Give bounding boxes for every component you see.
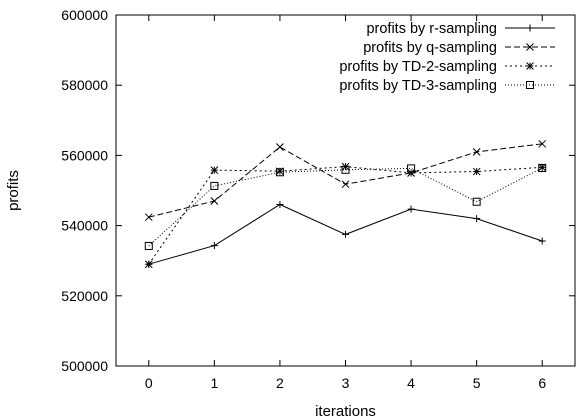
y-tick-label: 580000 — [61, 77, 108, 93]
data-point-cross — [210, 197, 219, 205]
legend-item: profits by r-sampling — [366, 21, 555, 37]
data-point-cross — [276, 143, 284, 151]
data-point-plus — [538, 237, 546, 245]
data-point-square — [407, 164, 416, 173]
y-tick-label: 600000 — [61, 7, 108, 23]
data-point-plus — [210, 242, 218, 250]
data-point-square — [341, 165, 350, 174]
series-line — [148, 143, 543, 218]
series-3 — [144, 162, 547, 269]
data-point-cross — [538, 139, 547, 148]
data-point-square — [144, 241, 153, 250]
legend-item: profits by TD-2-sampling — [339, 59, 555, 75]
data-point-plus — [407, 205, 415, 213]
series-line — [148, 167, 543, 247]
legend-item: profits by TD-3-sampling — [339, 78, 555, 94]
y-tick-label: 500000 — [61, 358, 108, 374]
x-axis-title: iterations — [315, 403, 376, 420]
ticks: 500000 520000 540000 560000 580000 600000 0 1 2 3… — [61, 7, 575, 391]
legend-label: profits by r-sampling — [366, 21, 497, 37]
data-point-square — [472, 197, 481, 206]
data-point-plus — [526, 24, 534, 32]
series-line — [148, 166, 543, 265]
y-tick-label: 540000 — [61, 218, 108, 234]
data-point-plus — [276, 201, 284, 209]
x-tick-label: 4 — [407, 375, 415, 391]
data-point-cross — [144, 213, 153, 222]
data-point-square — [538, 164, 547, 173]
series-4 — [144, 164, 547, 250]
data-point-square — [210, 181, 219, 190]
data-point-cross — [526, 43, 534, 51]
legend-label: profits by TD-3-sampling — [339, 78, 497, 94]
y-tick-label: 560000 — [61, 147, 108, 163]
data-point-cross — [341, 180, 350, 189]
data-point-star — [210, 166, 219, 174]
series-1 — [145, 201, 546, 268]
legend-label: profits by TD-2-sampling — [339, 59, 497, 75]
y-tick-label: 520000 — [61, 288, 108, 304]
data-point-star — [144, 260, 153, 269]
data-point-star — [472, 167, 481, 176]
data-point-square — [526, 81, 534, 89]
legend-label: profits by q-sampling — [363, 40, 497, 56]
x-tick-label: 1 — [210, 375, 218, 391]
data-point-plus — [342, 230, 349, 238]
x-tick-label: 2 — [276, 375, 284, 391]
x-tick-label: 5 — [473, 375, 481, 391]
x-tick-label: 6 — [538, 375, 546, 391]
x-tick-label: 3 — [342, 375, 350, 391]
legend: profits by r-sampling profits by q-sampli… — [339, 21, 555, 94]
y-axis-title: profits — [5, 170, 22, 211]
data-point-star — [407, 169, 415, 177]
data-point-plus — [473, 215, 481, 223]
series-2 — [144, 139, 547, 222]
data-point-square — [275, 168, 284, 177]
data-point-star — [526, 62, 534, 70]
data-point-cross — [472, 148, 481, 156]
legend-item: profits by q-sampling — [363, 40, 555, 56]
series-group — [144, 139, 547, 269]
x-tick-label: 0 — [145, 375, 153, 391]
